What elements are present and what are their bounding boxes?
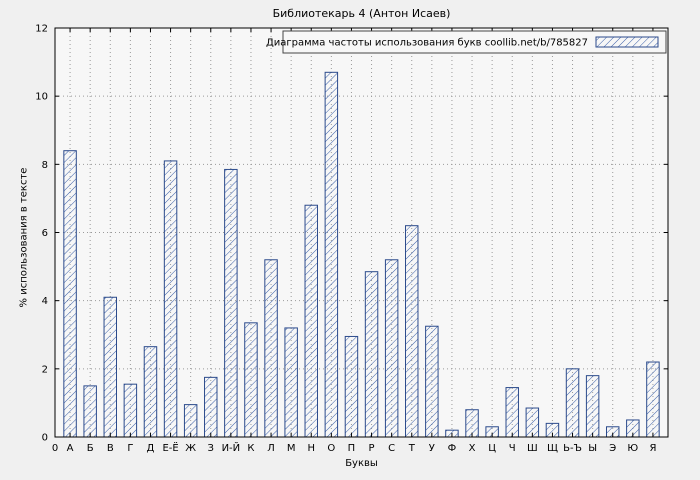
x-tick-label: У [429,443,435,454]
x-tick-label: Щ [547,443,558,454]
x-tick-label: Л [267,443,275,454]
x-tick-label: Т [408,443,416,454]
bar-М [284,327,298,438]
bar-У [425,325,439,438]
bar-А [63,150,77,438]
x-tick-label: Э [609,443,616,454]
bar-Я [646,361,660,438]
bar-К [244,322,258,438]
x-tick-label: Ы [588,443,597,454]
x-tick-label: Х [469,443,476,454]
x-tick-label: М [287,443,296,454]
x-tick-label: Б [87,443,94,454]
x-tick-label: П [348,443,356,454]
x-tick-label: Е-Ё [162,441,178,454]
y-tick-label: 12 [35,24,48,35]
bar-Г [123,383,138,438]
bar-Н [304,204,318,438]
x-tick-label: Ш [527,443,538,454]
y-tick-label: 10 [35,92,48,103]
x-tick-label: К [247,443,254,454]
x-tick-label: Я [649,443,656,454]
x-tick-label: Ь-Ъ [563,443,582,454]
x-origin-label: 0 [52,443,58,454]
x-tick-label: И-Й [222,441,241,454]
x-tick-label: Ж [185,443,196,454]
y-tick-label: 4 [42,296,48,307]
legend-swatch [595,36,659,48]
x-tick-label: Г [127,443,133,454]
bar-Л [264,259,278,438]
bar-Д [143,346,158,438]
bar-П [344,335,359,438]
x-tick-label: Ф [448,443,457,454]
x-tick-label: З [208,443,214,454]
x-tick-label: Ч [509,443,516,454]
bar-Ы [585,375,600,438]
bar-Ш [525,407,540,438]
x-tick-label: Д [147,443,155,454]
legend-box [282,30,667,54]
y-tick-label: 6 [42,228,48,239]
legend-label: Диаграмма частоты использования букв coo… [266,38,588,49]
chart-title: Библиотекарь 4 (Антон Исаев) [272,7,451,20]
x-tick-label: А [67,443,74,454]
y-tick-label: 8 [42,160,48,171]
y-tick-label: 2 [42,364,48,375]
bar-С [384,259,399,438]
x-tick-label: Р [369,443,375,454]
bar-Т [405,225,419,438]
bar-В [103,296,118,438]
y-tick-label: 0 [42,433,48,444]
bar-З [204,376,218,438]
x-tick-label: О [327,443,335,454]
x-axis-label: Буквы [345,458,378,469]
bar-Х [465,409,479,438]
bar-Р [364,271,379,438]
x-tick-label: Н [307,443,315,454]
bar-Ж [183,404,198,438]
bar-Ь-Ъ [565,368,580,438]
bar-Б [83,385,97,438]
x-tick-label: С [388,443,395,454]
x-tick-label: Ц [488,443,496,454]
bar-И-Й [224,168,238,438]
x-tick-label: Ю [627,443,638,454]
x-tick-label: В [107,443,114,454]
bar-О [324,71,339,438]
bar-Е-Ё [163,160,178,438]
bar-Ч [505,387,519,438]
